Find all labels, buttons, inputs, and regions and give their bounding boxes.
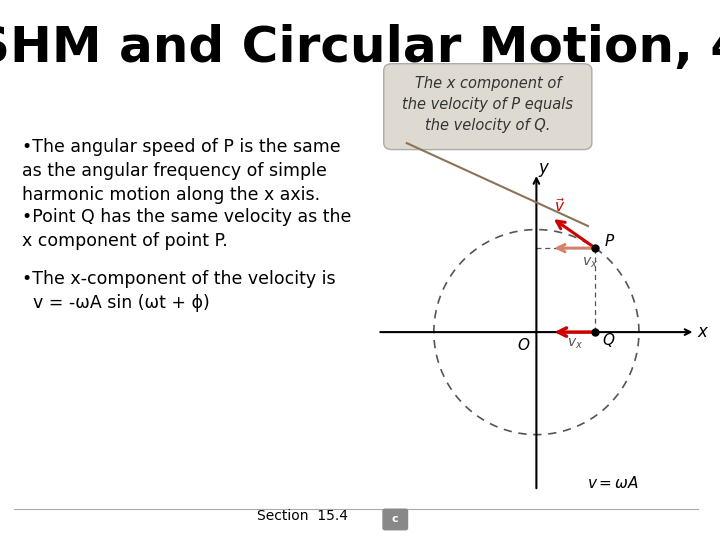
Text: •Point Q has the same velocity as the
x component of point P.: •Point Q has the same velocity as the x … [22, 208, 351, 250]
Text: The x component of
the velocity of P equals
the velocity of Q.: The x component of the velocity of P equ… [402, 76, 573, 133]
Text: x: x [698, 323, 708, 341]
Text: $v_x$: $v_x$ [567, 336, 583, 351]
Text: $v = \omega A$: $v = \omega A$ [588, 475, 639, 491]
Text: •The x-component of the velocity is
  v = -ωA sin (ωt + ϕ): •The x-component of the velocity is v = … [22, 270, 336, 312]
Text: SHM and Circular Motion, 4: SHM and Circular Motion, 4 [0, 24, 720, 72]
Text: •The angular speed of P is the same
as the angular frequency of simple
harmonic : •The angular speed of P is the same as t… [22, 138, 341, 204]
FancyBboxPatch shape [384, 64, 592, 150]
Text: c: c [392, 515, 399, 524]
Text: O: O [517, 338, 529, 353]
Text: y: y [539, 159, 549, 177]
Text: $v_x$: $v_x$ [582, 255, 598, 270]
Text: Q: Q [603, 333, 614, 348]
Text: $\vec{v}$: $\vec{v}$ [554, 198, 564, 215]
Text: P: P [605, 234, 613, 249]
FancyBboxPatch shape [383, 509, 408, 530]
Text: Section  15.4: Section 15.4 [257, 509, 348, 523]
